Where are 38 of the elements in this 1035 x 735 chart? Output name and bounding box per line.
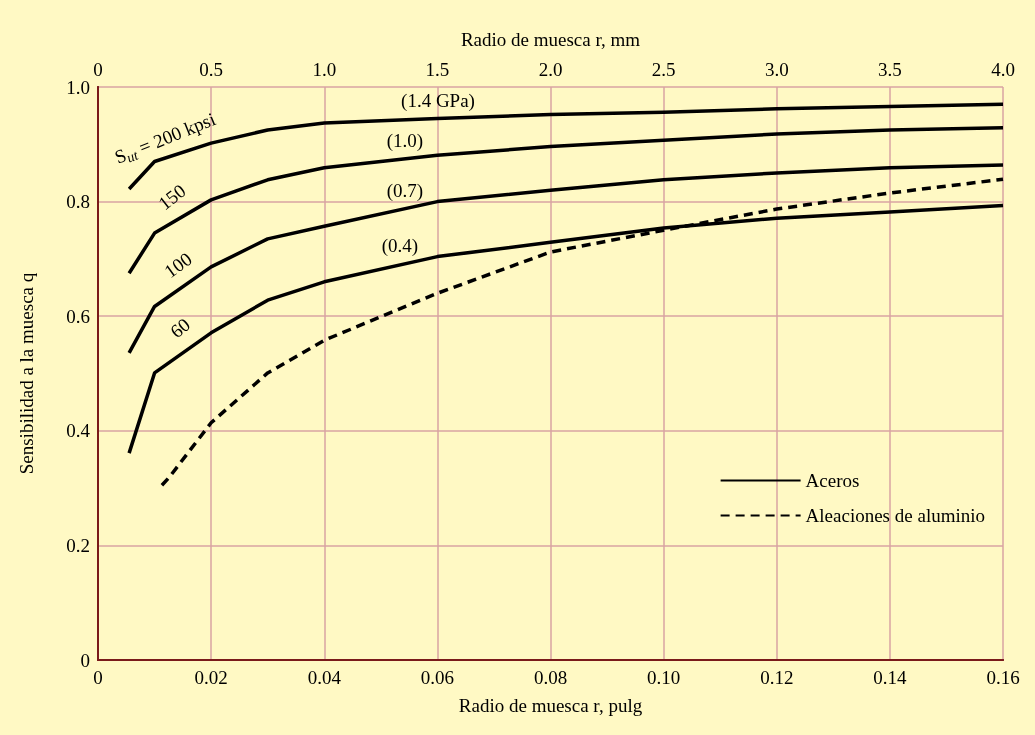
- y-tick-label: 1.0: [66, 76, 90, 98]
- x-tick-label: 0.04: [307, 667, 342, 688]
- x2-tick-label: 4.0: [991, 59, 1015, 80]
- y-tick-label: 0.4: [66, 420, 91, 442]
- annotation: (1.0): [386, 129, 424, 152]
- x2-tick-label: 3.5: [878, 59, 902, 80]
- x-tick-label: 0.14: [873, 667, 907, 688]
- annotation: (0.4): [381, 234, 419, 257]
- x2-tick-label: 0.5: [199, 59, 223, 80]
- x2-tick-label: 2.0: [538, 59, 563, 80]
- x-tick-label: 0: [93, 667, 103, 688]
- x2-tick-label: 3.0: [764, 59, 789, 80]
- x2-tick-label: 1.0: [312, 59, 337, 80]
- annotation: 100: [160, 248, 196, 282]
- x-axis-title: Radio de muesca r, pulg: [458, 695, 643, 716]
- x2-tick-label: 0: [93, 59, 103, 80]
- x2-tick-label: 1.5: [425, 59, 450, 80]
- annotation: 60: [165, 313, 195, 343]
- x2-tick-label: 2.5: [651, 59, 676, 80]
- annotation: (1.4 GPa): [401, 89, 475, 112]
- x-tick-label: 0.02: [194, 667, 228, 688]
- x2-axis-title: Radio de muesca r, mm: [460, 29, 641, 50]
- y-tick-label: 0.6: [66, 305, 90, 327]
- annotation: Sut = 200 kpsi: [111, 108, 219, 168]
- y-tick-label: 0.2: [66, 534, 90, 556]
- annotation: (0.7): [386, 179, 424, 202]
- legend-label: Aleaciones de aluminio: [805, 505, 985, 526]
- x-tick-label: 0.08: [533, 667, 568, 688]
- y-tick-label: 0: [80, 649, 90, 671]
- y-axis-title: Sensibilidad a la muesca q: [16, 272, 37, 475]
- legend-label: Aceros: [805, 470, 860, 491]
- y-tick-label: 0.8: [66, 191, 90, 213]
- x-tick-label: 0.06: [420, 667, 454, 688]
- x-tick-label: 0.10: [647, 667, 681, 688]
- line-series: [127, 163, 1005, 355]
- x-tick-label: 0.16: [986, 667, 1020, 688]
- annotation: 150: [154, 179, 190, 215]
- x-tick-label: 0.12: [760, 667, 794, 688]
